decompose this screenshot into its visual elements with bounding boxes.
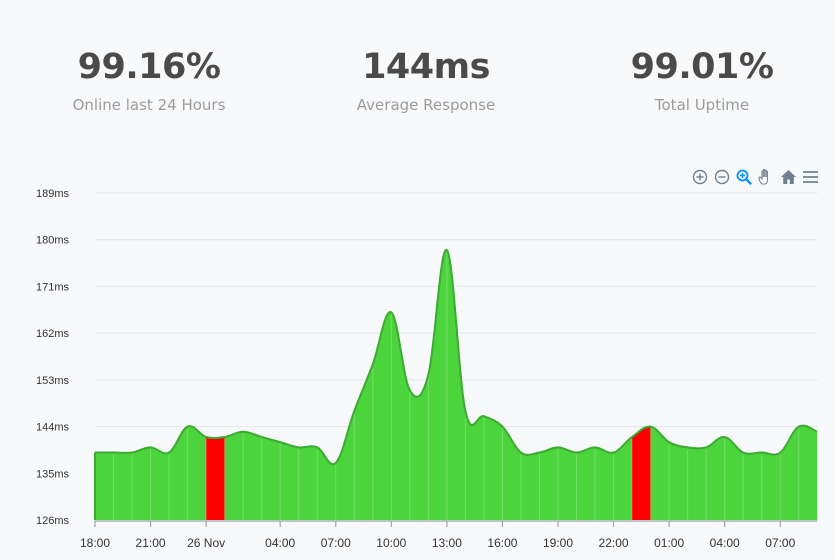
stat-label: Total Uptime <box>654 96 750 114</box>
zoom-out-button[interactable] <box>713 168 731 186</box>
uptime-fill <box>95 249 818 520</box>
response-area <box>94 183 818 520</box>
x-tick-label: 01:00 <box>654 536 684 550</box>
x-tick-label: 04:00 <box>710 536 740 550</box>
stat-label: Average Response <box>356 96 496 114</box>
x-tick-label: 04:00 <box>265 536 295 550</box>
x-tick-label: 16:00 <box>487 536 517 550</box>
stats-row: 99.16% Online last 24 Hours 144ms Averag… <box>0 0 835 140</box>
y-tick-label: 135ms <box>36 468 70 480</box>
x-tick-label: 13:00 <box>432 536 462 550</box>
zoom-in-icon <box>692 169 708 185</box>
y-tick-label: 162ms <box>36 328 70 340</box>
pan-button[interactable] <box>757 168 775 186</box>
zoom-in-button[interactable] <box>691 168 709 186</box>
magnifier-icon <box>736 169 752 185</box>
stat-value: 99.16% <box>77 47 221 87</box>
x-tick-label: 26 Nov <box>187 536 225 550</box>
stat-value: 144ms <box>362 47 490 87</box>
chart-toolbar <box>691 168 819 186</box>
x-axis: 18:00 21:00 26 Nov 04:00 07:00 10:00 13:00 16:0… <box>80 520 818 550</box>
x-tick-label: 07:00 <box>765 536 795 550</box>
x-tick-label: 10:00 <box>376 536 406 550</box>
y-tick-label: 180ms <box>36 235 70 247</box>
zoom-out-icon <box>714 169 730 185</box>
x-tick-label: 07:00 <box>321 536 351 550</box>
stat-label: Online last 24 Hours <box>72 96 226 114</box>
downtime-segment[interactable] <box>206 183 225 520</box>
hand-icon <box>758 168 768 185</box>
stat-average-response: 144ms Average Response <box>296 44 556 114</box>
downtime-segment[interactable] <box>632 183 651 520</box>
home-icon <box>780 170 796 184</box>
y-tick-label: 144ms <box>36 422 70 434</box>
x-tick-label: 22:00 <box>599 536 629 550</box>
y-tick-label: 153ms <box>36 375 70 387</box>
reset-zoom-button[interactable] <box>779 168 797 186</box>
response-time-chart[interactable]: 126ms 135ms 144ms 153ms 162ms 171ms 180ms 189ms… <box>0 160 835 560</box>
stat-online-24h: 99.16% Online last 24 Hours <box>19 44 279 114</box>
x-tick-label: 19:00 <box>543 536 573 550</box>
y-tick-label: 171ms <box>36 281 70 293</box>
selection-zoom-button[interactable] <box>735 168 753 186</box>
stat-value: 99.01% <box>630 47 774 87</box>
y-tick-label: 126ms <box>36 515 70 527</box>
x-tick-label: 18:00 <box>80 536 110 550</box>
x-tick-label: 21:00 <box>136 536 166 550</box>
chart-menu-button[interactable] <box>801 168 819 186</box>
menu-icon <box>802 171 818 183</box>
response-line <box>94 249 818 466</box>
y-tick-label: 189ms <box>36 188 70 200</box>
stat-total-uptime: 99.01% Total Uptime <box>572 44 832 114</box>
y-axis-labels: 126ms 135ms 144ms 153ms 162ms 171ms 180ms 189ms <box>36 188 70 527</box>
